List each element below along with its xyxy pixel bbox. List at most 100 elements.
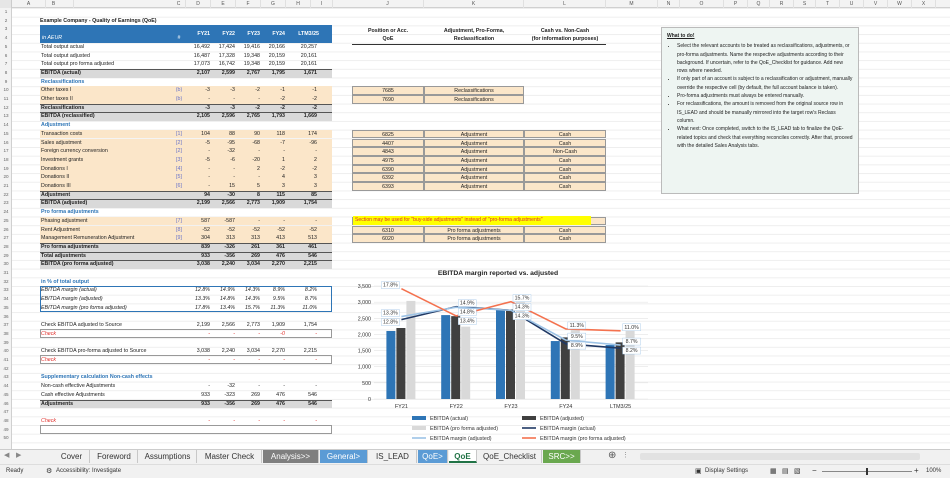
row-number[interactable]: 11 <box>3 96 9 101</box>
value-cell[interactable]: - <box>283 417 285 424</box>
row-label[interactable]: Other taxes II <box>41 96 73 102</box>
row-label[interactable]: Management Remuneration Adjustment <box>41 235 135 242</box>
value-cell[interactable]: -52 <box>202 226 210 233</box>
value-cell[interactable]: 15 <box>229 183 235 189</box>
value-cell[interactable]: -52 <box>277 226 285 233</box>
value-cell[interactable]: - <box>258 383 260 390</box>
value-cell[interactable]: 476 <box>276 400 285 407</box>
row-label[interactable]: Other taxes I <box>41 87 72 94</box>
row-number[interactable]: 30 <box>3 261 9 267</box>
value-cell[interactable]: 5 <box>257 183 260 189</box>
bar[interactable] <box>496 309 505 399</box>
value-cell[interactable]: 476 <box>276 252 285 259</box>
row-number[interactable]: 16 <box>3 139 9 145</box>
tab-nav-prev-icon[interactable]: ◀ <box>4 452 10 459</box>
value-cell[interactable]: 1,909 <box>271 322 285 329</box>
row-number[interactable]: 46 <box>3 400 9 406</box>
value-cell[interactable]: 13.3% <box>194 296 210 303</box>
cash-type-cell[interactable]: Cash <box>524 173 606 182</box>
value-cell[interactable]: -3 <box>205 104 210 111</box>
value-cell[interactable]: -32 <box>227 148 235 155</box>
row-label[interactable]: Supplementary calculation Non-cash effec… <box>41 374 153 381</box>
value-cell[interactable]: 2,773 <box>246 322 260 329</box>
zoom-out-icon[interactable]: − <box>812 466 817 475</box>
display-settings[interactable]: Display Settings <box>705 468 749 474</box>
value-cell[interactable]: -3 <box>230 104 235 111</box>
row-number[interactable]: 27 <box>3 235 9 241</box>
value-cell[interactable]: 2,566 <box>221 322 235 329</box>
row-label[interactable]: Check <box>41 357 57 363</box>
row-label[interactable]: Rent Adjustment <box>41 226 80 233</box>
row-number[interactable]: 32 <box>3 278 9 284</box>
column-letter[interactable]: U <box>840 0 864 8</box>
value-cell[interactable]: 513 <box>308 235 317 242</box>
cash-type-cell[interactable]: Cash <box>524 182 606 191</box>
value-cell[interactable]: -52 <box>227 226 235 233</box>
value-cell[interactable]: - <box>233 330 235 337</box>
value-cell[interactable]: 94 <box>204 191 210 198</box>
value-cell[interactable]: -587 <box>224 217 235 224</box>
value-cell[interactable]: -32 <box>227 383 235 390</box>
value-cell[interactable]: -3 <box>230 87 235 94</box>
sheet-tab[interactable]: Analysis>> <box>263 450 319 463</box>
value-cell[interactable]: -95 <box>227 139 235 146</box>
value-cell[interactable]: -7 <box>280 139 285 146</box>
value-cell[interactable]: - <box>208 96 210 102</box>
row-label[interactable]: Check EBITDA pro-forma adjusted to Sourc… <box>41 348 147 355</box>
column-letter[interactable]: R <box>770 0 794 8</box>
value-cell[interactable]: 17,328 <box>218 52 235 59</box>
account-cell[interactable]: 7690 <box>352 95 424 104</box>
value-cell[interactable]: -5 <box>205 139 210 146</box>
value-cell[interactable]: - <box>283 217 285 224</box>
account-cell[interactable]: 4407 <box>352 138 424 148</box>
row-number[interactable]: 43 <box>3 374 9 380</box>
row-label[interactable]: Reclassifications <box>41 78 85 85</box>
value-cell[interactable]: 3,038 <box>196 261 210 268</box>
sheet-tab[interactable]: Foreword <box>91 450 138 463</box>
value-cell[interactable]: 546 <box>308 391 317 398</box>
value-cell[interactable]: -2 <box>312 165 317 172</box>
value-cell[interactable]: - <box>208 383 210 390</box>
cash-type-cell[interactable]: Cash <box>524 129 606 139</box>
ebitda-margin-chart[interactable]: EBITDA margin reported vs. adjusted 0 500 1… <box>342 264 654 449</box>
value-cell[interactable]: 933 <box>201 252 210 259</box>
value-cell[interactable]: - <box>258 96 260 102</box>
sheet-tab[interactable]: QoE_Checklist <box>478 450 542 463</box>
row-label[interactable]: Total output adjusted <box>41 52 90 59</box>
value-cell[interactable]: 16,742 <box>218 61 235 68</box>
value-cell[interactable]: -0 <box>280 330 285 337</box>
adjustment-type-cell[interactable]: Reclassifications <box>424 95 524 104</box>
value-cell[interactable]: 839 <box>201 243 210 250</box>
bar[interactable] <box>396 328 406 399</box>
column-letter[interactable]: S <box>794 0 816 8</box>
value-cell[interactable]: 313 <box>226 235 235 242</box>
cash-type-cell[interactable]: Cash <box>524 155 606 165</box>
row-label[interactable]: Phasing adjustment <box>41 217 88 224</box>
row-number[interactable]: 39 <box>3 339 9 345</box>
row-number[interactable]: 4 <box>4 35 8 41</box>
row-label[interactable]: Total output pro forma adjusted <box>41 61 115 68</box>
value-cell[interactable]: 12.8% <box>194 287 210 294</box>
value-cell[interactable]: 1,795 <box>271 69 285 76</box>
value-cell[interactable]: 88 <box>229 130 235 137</box>
row-label[interactable]: Reclassifications <box>41 104 85 111</box>
row-label[interactable] <box>40 313 175 322</box>
value-cell[interactable]: -6 <box>230 156 235 163</box>
value-cell[interactable]: 1 <box>282 156 285 163</box>
row-label[interactable]: Sales adjustment <box>41 139 82 146</box>
value-cell[interactable]: -2 <box>312 96 317 102</box>
row-label[interactable]: Foreign currency conversion <box>41 148 108 155</box>
value-cell[interactable]: 304 <box>201 235 210 242</box>
value-cell[interactable]: 1,754 <box>303 322 317 329</box>
value-cell[interactable]: - <box>315 330 317 337</box>
value-cell[interactable]: 20,166 <box>268 43 285 50</box>
row-label[interactable]: Donations II <box>41 174 70 181</box>
bar[interactable] <box>506 309 515 399</box>
row-number[interactable]: 26 <box>3 226 9 232</box>
row-label[interactable] <box>40 339 175 348</box>
value-cell[interactable]: 3,034 <box>246 261 260 268</box>
value-cell[interactable]: - <box>258 174 260 181</box>
value-cell[interactable]: 2,599 <box>221 69 235 76</box>
value-cell[interactable]: 20,257 <box>300 43 317 50</box>
bar[interactable] <box>516 301 525 399</box>
